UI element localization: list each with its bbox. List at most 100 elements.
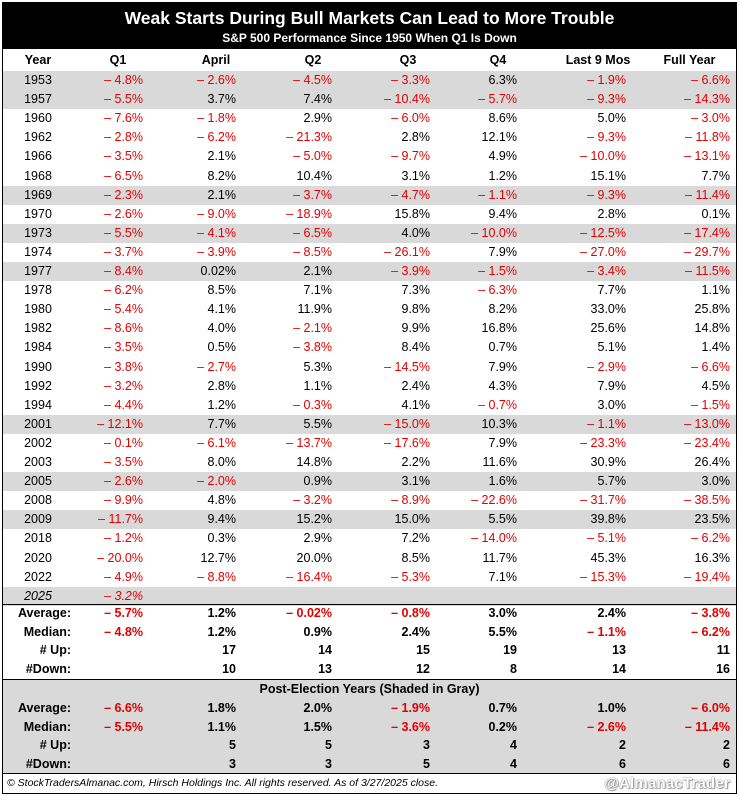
cell-q2: – 3.7% xyxy=(293,187,332,202)
cell-q3: 2.4% xyxy=(401,624,431,639)
cell-last-9-mos: 2.8% xyxy=(597,206,627,221)
cell-april: – 1.8% xyxy=(197,111,236,126)
cell-q2: 0.9% xyxy=(303,624,333,639)
cell-q2: 10.4% xyxy=(296,168,332,183)
cell-q2: 20.0% xyxy=(296,550,332,565)
cell-full-year: – 6.2% xyxy=(691,531,730,546)
table-row: 1962 – 2.8% – 6.2% – 21.3% 2.8% 12.1% – 9.3% – … xyxy=(3,128,736,147)
cell-q3: 15.0% xyxy=(394,512,430,527)
cell-q3: 5 xyxy=(423,756,430,771)
cell-year: 2020 xyxy=(24,550,52,565)
table-row: 1980 – 5.4% 4.1% 11.9% 9.8% 8.2% 33.0% 25.8% xyxy=(3,300,736,319)
cell-april: 4.0% xyxy=(207,321,237,336)
cell-year: 1973 xyxy=(24,225,52,240)
cell-full-year: 16.3% xyxy=(694,550,730,565)
cell-full-year: – 11.5% xyxy=(685,264,730,278)
footer: © StockTradersAlmanac.com, Hirsch Holdin… xyxy=(3,774,736,793)
column-header-q4: Q4 xyxy=(489,53,507,67)
cell-april: 10 xyxy=(222,661,236,676)
cell-last-9-mos: – 2.9% xyxy=(587,359,626,374)
cell-q4: 4.9% xyxy=(488,149,518,164)
cell-q1: – 4.9% xyxy=(104,569,143,584)
cell-q4: 8 xyxy=(510,661,517,676)
table-row: 2003 – 3.5% 8.0% 14.8% 2.2% 11.6% 30.9% 26.4% xyxy=(3,453,736,472)
table-row: 1953 – 4.8% – 2.6% – 4.5% – 3.3% 6.3% – 1.9% – … xyxy=(3,71,736,90)
cell-year: 1977 xyxy=(24,264,52,278)
cell-april: 1.1% xyxy=(207,719,237,734)
cell-q3: – 5.3% xyxy=(391,569,430,584)
cell-full-year: 1.4% xyxy=(701,340,731,355)
cell-q1: – 7.6% xyxy=(104,111,143,126)
cell-q4: 3.0% xyxy=(488,606,518,620)
cell-q4: 8.6% xyxy=(488,111,518,126)
cell-q2: 1.1% xyxy=(303,378,333,393)
cell-full-year: 25.8% xyxy=(694,302,730,317)
cell-q1: – 5.5% xyxy=(104,225,143,240)
cell-year: 1982 xyxy=(24,321,52,336)
table-row: 1984 – 3.5% 0.5% – 3.8% 8.4% 0.7% 5.1% 1.4% xyxy=(3,338,736,357)
cell-full-year: – 3.0% xyxy=(691,111,730,126)
cell-full-year: 14.8% xyxy=(694,321,730,336)
stat-label: #Down: xyxy=(25,661,71,676)
page-title: Weak Starts During Bull Markets Can Lead… xyxy=(124,8,615,28)
cell-q3: 7.3% xyxy=(401,283,431,298)
cell-april: 8.5% xyxy=(207,283,237,298)
table-row: 1977 – 8.4% 0.02% 2.1% – 3.9% – 1.5% – 3.4% – 1… xyxy=(3,262,736,281)
cell-q2: 2.9% xyxy=(303,111,333,126)
cell-year: 1968 xyxy=(24,168,52,183)
cell-last-9-mos: 3.0% xyxy=(597,397,627,412)
cell-full-year: – 19.4% xyxy=(684,569,730,584)
cell-full-year: – 14.3% xyxy=(684,92,730,107)
cell-q3: 8.5% xyxy=(401,550,431,565)
column-header-q1: Q1 xyxy=(109,53,127,67)
cell-last-9-mos: 2 xyxy=(619,738,626,752)
cell-q1: – 2.6% xyxy=(104,474,143,489)
cell-april: 2.8% xyxy=(207,378,237,393)
copyright-text: © StockTradersAlmanac.com, Hirsch Holdin… xyxy=(7,777,439,789)
cell-q4: – 5.7% xyxy=(478,92,517,107)
cell-q1: – 2.8% xyxy=(104,130,143,145)
cell-q4: – 1.1% xyxy=(478,187,517,202)
cell-april: 17 xyxy=(222,643,236,657)
cell-q2: – 4.5% xyxy=(293,73,332,87)
table-row: 1992 – 3.2% 2.8% 1.1% 2.4% 4.3% 7.9% 4.5% xyxy=(3,377,736,396)
cell-year: 2001 xyxy=(24,416,52,431)
cell-q3: 8.4% xyxy=(401,340,431,355)
cell-full-year: 2 xyxy=(723,738,730,752)
cell-last-9-mos: – 5.1% xyxy=(587,531,626,546)
cell-q2: – 3.2% xyxy=(293,493,332,508)
cell-q1: – 4.8% xyxy=(104,624,143,639)
cell-year: 1966 xyxy=(24,149,52,164)
cell-year: 1960 xyxy=(24,111,52,126)
cell-q4: – 6.3% xyxy=(478,283,517,298)
cell-q2: 7.4% xyxy=(303,92,333,107)
cell-q1: – 3.2% xyxy=(104,588,143,603)
stat-row: #Down: 10 13 12 8 14 16 xyxy=(3,660,736,679)
cell-last-9-mos: 15.1% xyxy=(590,168,626,183)
cell-full-year: 3.0% xyxy=(701,474,731,489)
cell-year: 1978 xyxy=(24,283,52,298)
cell-april: 4.8% xyxy=(207,493,237,508)
cell-q2: – 21.3% xyxy=(286,130,332,145)
table-row: 2022 – 4.9% – 8.8% – 16.4% – 5.3% 7.1% – 15.3%… xyxy=(3,568,736,587)
cell-q3: – 4.7% xyxy=(391,187,430,202)
table-row: 2025 – 3.2% xyxy=(3,586,736,606)
cell-q3: 3.1% xyxy=(401,168,431,183)
cell-last-9-mos: – 3.4% xyxy=(587,264,626,278)
cell-q1: – 6.6% xyxy=(104,701,143,715)
cell-year: 2002 xyxy=(24,435,52,450)
stat-row: Average: – 6.6% 1.8% 2.0% – 1.9% 0.7% 1.0% – 6.… xyxy=(3,699,736,718)
cell-q4: 0.7% xyxy=(488,701,518,715)
watermark-handle: @AlmanacTrader xyxy=(604,775,730,792)
cell-q1: – 4.4% xyxy=(104,397,143,412)
cell-full-year: 11 xyxy=(716,643,730,657)
cell-q3: – 14.5% xyxy=(384,359,430,374)
post-election-section xyxy=(3,679,736,773)
cell-year: 1994 xyxy=(24,397,52,412)
cell-q3: 4.0% xyxy=(401,225,431,240)
cell-q2: 1.5% xyxy=(303,719,333,734)
table-row: 1966 – 3.5% 2.1% – 5.0% – 9.7% 4.9% – 10.0% – 1… xyxy=(3,147,736,166)
cell-q1: – 6.5% xyxy=(104,168,143,183)
cell-q2: – 8.5% xyxy=(293,244,332,259)
cell-q4: 10.3% xyxy=(481,416,517,431)
